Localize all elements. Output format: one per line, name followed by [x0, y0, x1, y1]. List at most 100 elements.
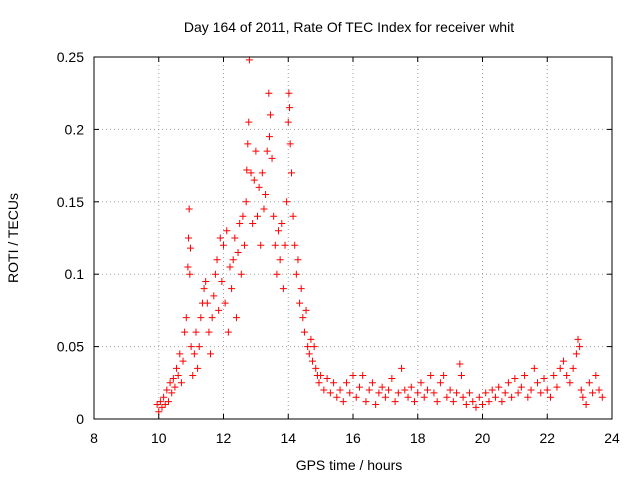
data-point [161, 401, 169, 409]
data-point [194, 364, 202, 372]
data-point [417, 379, 425, 387]
data-point [221, 299, 229, 307]
data-point [292, 270, 300, 278]
data-point [517, 383, 525, 391]
data-point [215, 306, 223, 314]
data-point [279, 285, 287, 293]
data-point [326, 389, 334, 397]
data-point [208, 314, 216, 322]
data-point [289, 212, 297, 220]
x-tick-label: 10 [151, 430, 167, 446]
y-tick-label: 0.05 [57, 339, 84, 355]
data-point [488, 386, 496, 394]
data-point [258, 169, 266, 177]
data-point [457, 372, 465, 380]
data-point [185, 205, 193, 213]
data-point [260, 205, 268, 213]
data-point [346, 389, 354, 397]
data-point [255, 183, 263, 191]
data-point [224, 328, 232, 336]
data-point [169, 374, 177, 382]
data-point [211, 270, 219, 278]
x-tick-label: 8 [90, 430, 98, 446]
data-point [281, 241, 289, 249]
x-tick-label: 14 [280, 430, 296, 446]
data-point [286, 140, 294, 148]
grid-lines [94, 57, 612, 419]
data-point [543, 386, 551, 394]
data-point [265, 133, 273, 141]
data-point [336, 386, 344, 394]
data-point [427, 372, 435, 380]
data-point [521, 372, 529, 380]
data-point [359, 372, 367, 380]
data-point [498, 398, 506, 406]
data-point [404, 393, 412, 401]
data-point [401, 386, 409, 394]
data-point [262, 191, 270, 199]
data-point [491, 393, 499, 401]
data-point [472, 403, 480, 411]
data-point [273, 270, 281, 278]
data-point [330, 379, 338, 387]
data-point [362, 398, 370, 406]
y-tick-label: 0.1 [65, 266, 85, 282]
data-point [285, 89, 293, 97]
data-point [598, 393, 606, 401]
data-point [203, 299, 211, 307]
data-point [482, 389, 490, 397]
data-point [250, 176, 258, 184]
data-point [163, 386, 171, 394]
data-point [166, 379, 174, 387]
data-point [287, 169, 295, 177]
data-point [187, 343, 195, 351]
data-point [577, 386, 585, 394]
data-point [398, 364, 406, 372]
data-point [381, 393, 389, 401]
data-point [275, 227, 283, 235]
data-point [550, 372, 558, 380]
data-point [294, 256, 302, 264]
data-point [271, 241, 279, 249]
data-point [559, 357, 567, 365]
data-point [177, 379, 185, 387]
data-point [420, 393, 428, 401]
data-point [179, 357, 187, 365]
data-point [365, 386, 373, 394]
data-point [323, 374, 331, 382]
data-points [153, 56, 606, 416]
data-point [276, 256, 284, 264]
data-point [252, 147, 260, 155]
x-tick-label: 16 [345, 430, 361, 446]
data-point [234, 248, 242, 256]
data-point [511, 374, 519, 382]
data-point [268, 154, 276, 162]
data-point [176, 350, 184, 358]
data-point [195, 343, 203, 351]
data-point [249, 220, 257, 228]
data-point [534, 379, 542, 387]
data-point [592, 372, 600, 380]
data-point [300, 328, 308, 336]
data-point [433, 398, 441, 406]
data-point [436, 379, 444, 387]
data-point [192, 328, 200, 336]
y-tick-label: 0 [76, 411, 84, 427]
data-point [375, 389, 383, 397]
data-point [302, 306, 310, 314]
data-point [475, 393, 483, 401]
data-point [278, 220, 286, 228]
data-point [508, 393, 516, 401]
data-point [414, 389, 422, 397]
data-point [530, 364, 538, 372]
axis-ticks: 8 10 12 14 16 18 20 22 24 0 0.05 0.1 0.15 0.2 0.25 [57, 49, 620, 446]
data-point [202, 277, 210, 285]
data-point [576, 343, 584, 351]
data-point [339, 398, 347, 406]
data-point [164, 398, 172, 406]
data-point [546, 393, 554, 401]
data-point [189, 372, 197, 380]
x-tick-label: 20 [475, 430, 491, 446]
data-point [186, 244, 194, 252]
